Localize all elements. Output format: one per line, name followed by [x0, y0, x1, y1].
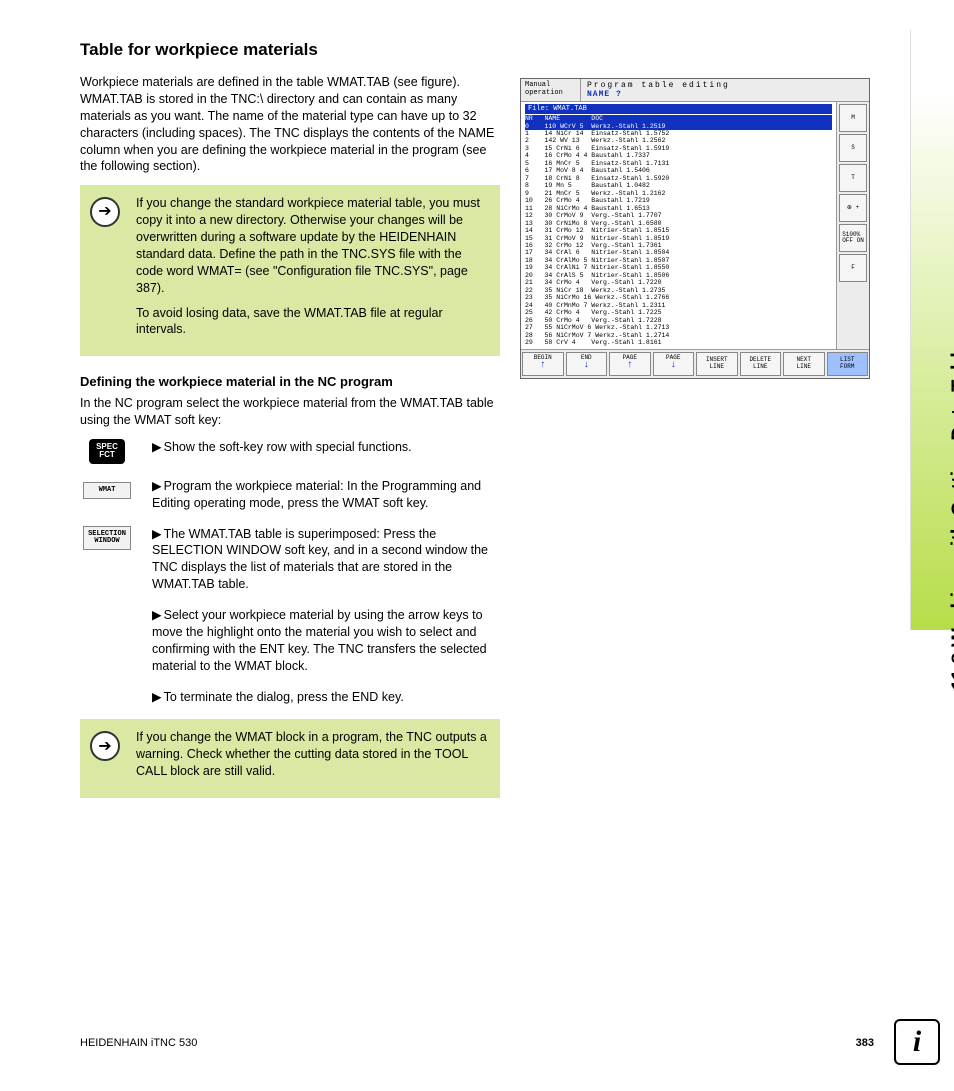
note-arrow-icon: ➔	[90, 197, 120, 227]
scr-side-button[interactable]: ⊕ +	[839, 194, 867, 222]
step-row: ▶Select your workpiece material by using…	[80, 607, 500, 675]
scr-softkey[interactable]: LIST FORM	[827, 352, 869, 376]
scr-col-header: NR NAME DOC	[525, 115, 832, 122]
scr-side-button[interactable]: T	[839, 164, 867, 192]
scr-side-button[interactable]: M	[839, 104, 867, 132]
page-number: 383	[856, 1037, 874, 1049]
table-row: 23 35 NiCrMo 16 Werkz.-Stahl 1.2766	[525, 294, 832, 301]
note1-p2: To avoid losing data, save the WMAT.TAB …	[136, 305, 488, 339]
table-row: 11 28 NiCrMo 4 Baustahl 1.6513	[525, 205, 832, 212]
step-row: ▶To terminate the dialog, press the END …	[80, 689, 500, 706]
step-text: ▶Select your workpiece material by using…	[152, 607, 500, 675]
page-footer: HEIDENHAIN iTNC 530 383	[80, 1037, 874, 1049]
table-row: 26 50 CrMo 4 Verg.-Stahl 1.7228	[525, 317, 832, 324]
scr-softkey[interactable]: END	[566, 352, 608, 376]
scr-title: Program table editing	[587, 81, 863, 90]
table-row: 2 142 WV 13 Werkz.-Stahl 1.2562	[525, 137, 832, 144]
step-text: ▶Program the workpiece material: In the …	[152, 478, 500, 512]
table-row: 22 35 NiCr 18 Werkz.-Stahl 1.2735	[525, 287, 832, 294]
table-row: 12 30 CrMoV 9 Verg.-Stahl 1.7707	[525, 212, 832, 219]
note1-p1: If you change the standard workpiece mat…	[136, 195, 488, 296]
table-row: 1 14 NiCr 14 Einsatz-Stahl 1.5752	[525, 130, 832, 137]
step-row: SELECTION WINDOW ▶The WMAT.TAB table is s…	[80, 526, 500, 594]
subheading: Defining the workpiece material in the N…	[80, 374, 500, 389]
table-row: 24 40 CrMnMo 7 Werkz.-Stahl 1.2311	[525, 302, 832, 309]
scr-mode-left: Manual operation	[521, 79, 581, 101]
table-row: 14 31 CrMo 12 Nitrier-Stahl 1.8515	[525, 227, 832, 234]
step-row: WMAT ▶Program the workpiece material: In …	[80, 478, 500, 512]
scr-softkey[interactable]: PAGE	[653, 352, 695, 376]
table-row: 25 42 CrMo 4 Verg.-Stahl 1.7225	[525, 309, 832, 316]
scr-side-button[interactable]: S	[839, 134, 867, 162]
table-row: 21 34 CrMo 4 Verg.-Stahl 1.7220	[525, 279, 832, 286]
scr-softkey[interactable]: DELETE LINE	[740, 352, 782, 376]
scr-softkey[interactable]: INSERT LINE	[696, 352, 738, 376]
step-text: ▶To terminate the dialog, press the END …	[152, 689, 500, 706]
softkey-selection-window[interactable]: SELECTION WINDOW	[83, 526, 131, 551]
table-row: 15 31 CrMoV 9 Nitrier-Stahl 1.8519	[525, 235, 832, 242]
section-tab: 11.8 Working with Cutting Data Tables	[910, 30, 954, 630]
section-tab-label: 11.8 Working with Cutting Data Tables	[948, 330, 954, 690]
step-text: ▶Show the soft-key row with special func…	[152, 439, 500, 456]
intro-paragraph: Workpiece materials are defined in the t…	[80, 74, 500, 175]
note-arrow-icon: ➔	[90, 731, 120, 761]
info-badge-icon: i	[894, 1019, 940, 1065]
softkey-wmat[interactable]: WMAT	[83, 482, 131, 499]
step-text: ▶The WMAT.TAB table is superimposed: Pre…	[152, 526, 500, 594]
footer-left: HEIDENHAIN iTNC 530	[80, 1037, 197, 1049]
table-row: 16 32 CrMo 12 Verg.-Stahl 1.7361	[525, 242, 832, 249]
scr-softkey[interactable]: PAGE	[609, 352, 651, 376]
table-row: 20 34 CrAlS 5 Nitrier-Stahl 1.8506	[525, 272, 832, 279]
scr-softkey[interactable]: BEGIN	[522, 352, 564, 376]
table-row: 13 30 CrNiMo 8 Verg.-Stahl 1.6580	[525, 220, 832, 227]
softkey-spec-fct[interactable]: SPEC FCT	[89, 439, 125, 464]
scr-side-button[interactable]: F	[839, 254, 867, 282]
scr-file-label: File: WMAT.TAB	[528, 105, 587, 113]
table-row: 17 34 CrAl 6 Nitrier-Stahl 1.8504	[525, 249, 832, 256]
table-row: 6 17 MoV 8 4 Baustahl 1.5406	[525, 167, 832, 174]
table-row: 5 16 MnCr 5 Einsatz-Stahl 1.7131	[525, 160, 832, 167]
table-row: 28 56 NiCrMoV 7 Werkz.-Stahl 1.2714	[525, 332, 832, 339]
table-row: 18 34 CrAlMo 5 Nitrier-Stahl 1.8507	[525, 257, 832, 264]
table-row: 9 21 MnCr 5 Werkz.-Stahl 1.2162	[525, 190, 832, 197]
note-box-2: ➔ If you change the WMAT block in a prog…	[80, 719, 500, 798]
step-row: SPEC FCT ▶Show the soft-key row with spec…	[80, 439, 500, 464]
table-row: 27 55 NiCrMoV 6 Werkz.-Stahl 1.2713	[525, 324, 832, 331]
table-row: 0 110 WCrV 5 Werkz.-Stahl 1.2519	[525, 123, 832, 130]
scr-softkey[interactable]: NEXT LINE	[783, 352, 825, 376]
scr-subtitle: NAME ?	[587, 90, 863, 99]
note2-text: If you change the WMAT block in a progra…	[136, 729, 488, 780]
tnc-screenshot: Manual operation Program table editing N…	[520, 78, 870, 379]
table-row: 10 26 CrMo 4 Baustahl 1.7219	[525, 197, 832, 204]
sublead: In the NC program select the workpiece m…	[80, 395, 500, 429]
table-row: 3 15 CrNi 6 Einsatz-Stahl 1.5919	[525, 145, 832, 152]
scr-side-button[interactable]: S100% OFF ON	[839, 224, 867, 252]
table-row: 4 16 CrMo 4 4 Baustahl 1.7337	[525, 152, 832, 159]
table-row: 8 19 Mn 5 Baustahl 1.0482	[525, 182, 832, 189]
page-title: Table for workpiece materials	[80, 40, 894, 60]
table-row: 29 58 CrV 4 Verg.-Stahl 1.8161	[525, 339, 832, 346]
note-box-1: ➔ If you change the standard workpiece m…	[80, 185, 500, 356]
table-row: 7 18 CrNi 8 Einsatz-Stahl 1.5920	[525, 175, 832, 182]
table-row: 19 34 CrAlNi 7 Nitrier-Stahl 1.8550	[525, 264, 832, 271]
